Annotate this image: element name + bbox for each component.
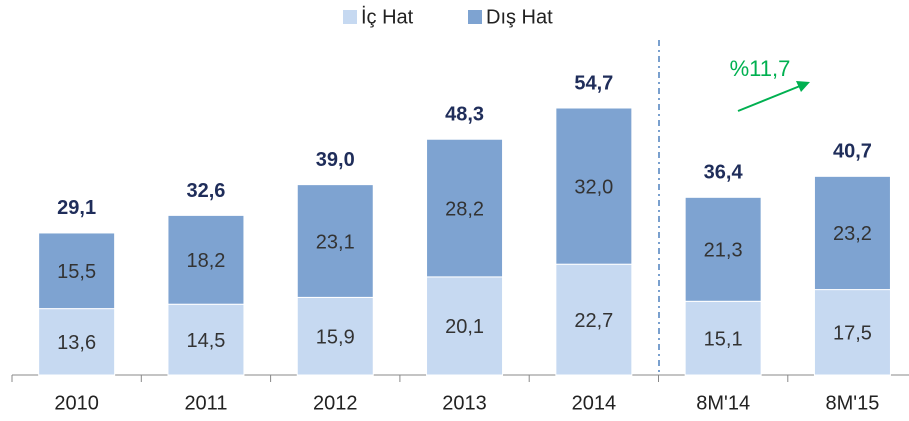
bar-segment: [684, 196, 762, 302]
x-tick-label: 2013: [442, 392, 487, 414]
total-label: 32,6: [186, 180, 225, 202]
total-label: 36,4: [704, 162, 744, 184]
x-tick-label: 8M'14: [696, 392, 750, 414]
x-tick-label: 2011: [184, 392, 227, 414]
segment-label: 22,7: [574, 310, 613, 332]
bar-segment: [813, 289, 891, 376]
segment-label: 17,5: [833, 323, 872, 345]
segment-label: 32,0: [574, 176, 613, 198]
legend-swatch: [343, 10, 357, 24]
segment-label: 15,5: [57, 261, 96, 283]
bar-segment: [296, 184, 374, 298]
segment-label: 18,2: [186, 250, 225, 272]
segment-label: 23,2: [833, 223, 872, 245]
segment-label: 23,1: [316, 231, 355, 253]
legend-label: İç Hat: [361, 5, 414, 28]
total-label: 48,3: [445, 104, 484, 126]
total-label: 54,7: [574, 72, 613, 94]
segment-label: 15,9: [316, 326, 355, 348]
x-tick-label: 2014: [572, 392, 617, 414]
segment-label: 15,1: [704, 328, 743, 350]
total-label: 40,7: [833, 141, 872, 163]
total-label: 29,1: [57, 197, 96, 219]
segment-label: 21,3: [704, 240, 743, 262]
x-tick-label: 2010: [54, 392, 99, 414]
segment-label: 13,6: [57, 332, 96, 354]
total-label: 39,0: [316, 149, 355, 171]
x-tick-label: 8M'15: [826, 392, 880, 414]
bar-segment: [555, 263, 633, 376]
x-tick-label: 2012: [313, 392, 358, 414]
segment-label: 28,2: [445, 198, 484, 220]
growth-annotation: %11,7: [730, 56, 791, 81]
segment-label: 20,1: [445, 316, 484, 338]
bar-segment: [555, 107, 633, 265]
segment-label: 14,5: [186, 330, 225, 352]
bar-segment: [167, 214, 245, 305]
bar-segment: [426, 138, 504, 278]
legend-swatch: [468, 10, 482, 24]
bar-segment: [38, 232, 116, 310]
bar-segment: [684, 300, 762, 376]
legend-label: Dış Hat: [486, 6, 553, 28]
growth-arrowhead: [796, 81, 810, 92]
growth-arrow: [737, 85, 801, 112]
bar-segment: [426, 276, 504, 376]
bar-segment: [38, 308, 116, 376]
bar-segment: [813, 175, 891, 291]
